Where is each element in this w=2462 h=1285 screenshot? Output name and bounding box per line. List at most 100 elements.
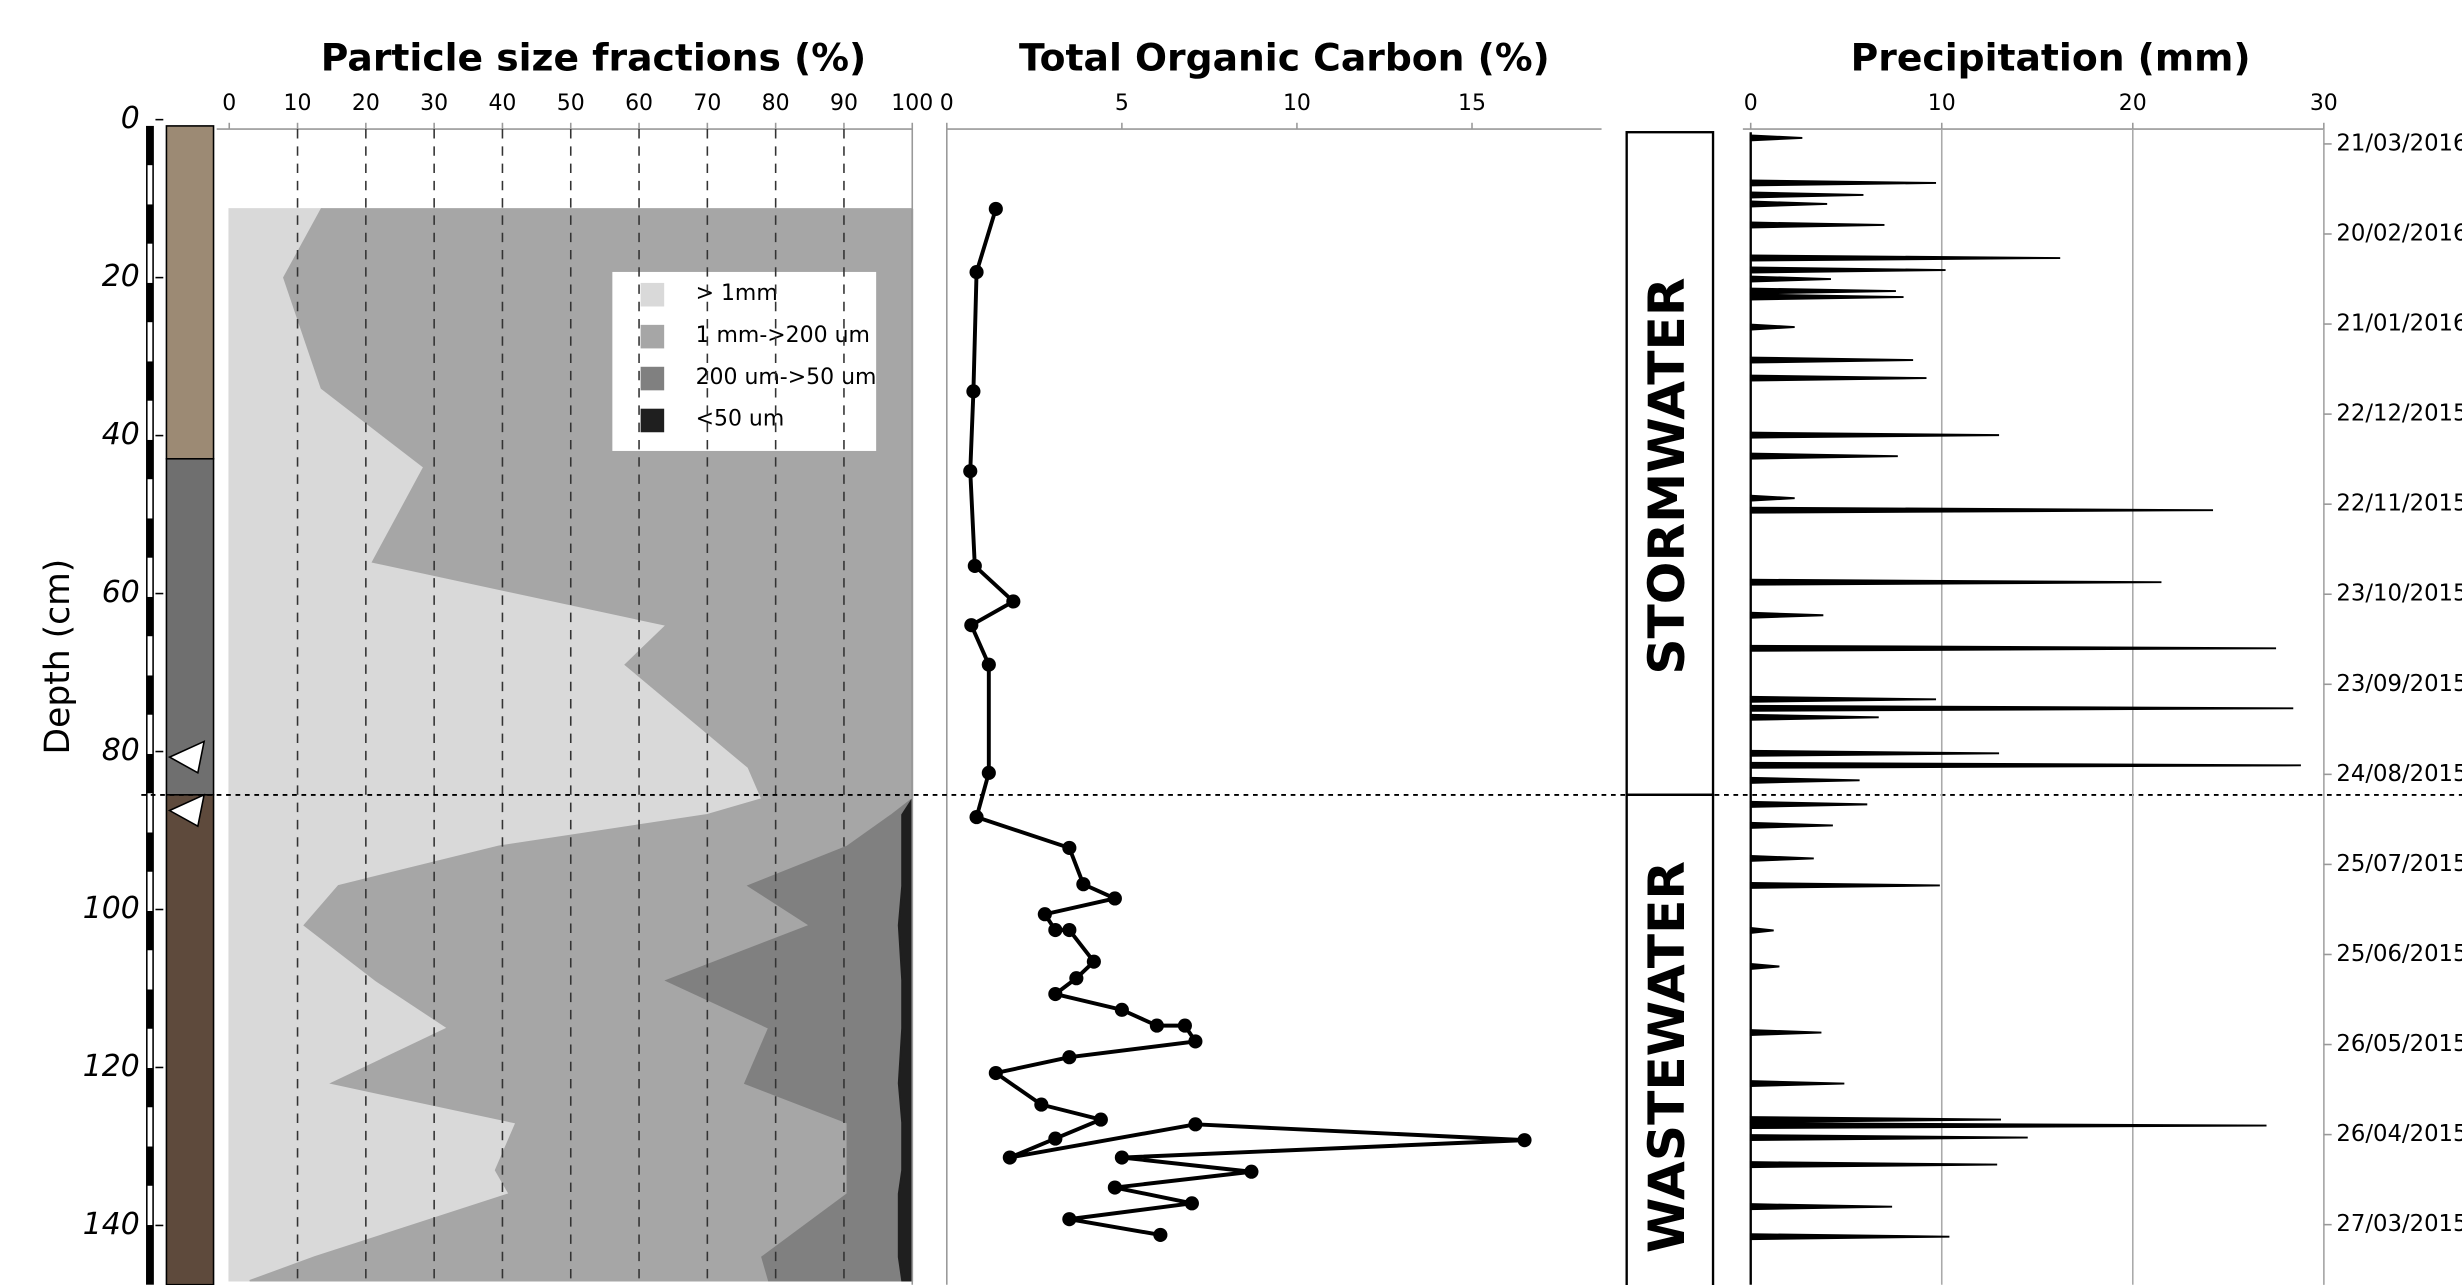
x-tick-label: 60 xyxy=(625,91,653,116)
y-tick-label: 22/12/2015 xyxy=(2336,401,2462,427)
x-tick-label: 20 xyxy=(352,91,380,116)
bar xyxy=(1749,293,1904,301)
y-tick-label: 100 xyxy=(83,891,140,926)
y-tick-label: 20 xyxy=(102,259,140,294)
marker xyxy=(1002,1150,1017,1165)
x-tick-label: 70 xyxy=(693,91,721,116)
legend-label: <50 um xyxy=(696,407,785,432)
marker xyxy=(1062,1050,1077,1065)
marker xyxy=(1149,1018,1164,1033)
marker xyxy=(1076,877,1091,892)
x-tick-label: 30 xyxy=(420,91,448,116)
bar xyxy=(1749,506,2214,514)
marker xyxy=(1069,971,1084,986)
bar xyxy=(1749,704,2294,712)
y-tick-label: 22/11/2015 xyxy=(2336,491,2462,517)
marker xyxy=(969,265,984,280)
x-tick-label: 80 xyxy=(762,91,790,116)
x-tick-label: 10 xyxy=(284,91,312,116)
y-tick-label: 0 xyxy=(121,101,140,136)
bar xyxy=(1749,881,1940,889)
bar xyxy=(1749,1122,2267,1130)
bar xyxy=(1749,254,2061,262)
x-tick-label: 0 xyxy=(222,91,236,116)
marker xyxy=(1153,1227,1168,1242)
marker xyxy=(1086,954,1101,969)
x-tick-label: 90 xyxy=(830,91,858,116)
legend-label: 200 um->50 um xyxy=(696,365,877,390)
y-tick-label: 25/06/2015 xyxy=(2336,941,2462,967)
marker xyxy=(1048,1131,1063,1146)
bar xyxy=(1749,431,2000,439)
marker xyxy=(1037,907,1052,922)
x-tick-label: 30 xyxy=(2310,91,2338,116)
y-tick-label: 27/03/2015 xyxy=(2336,1211,2462,1237)
marker xyxy=(981,657,996,672)
x-tick-label: 10 xyxy=(1283,91,1311,116)
bar xyxy=(1749,221,1885,229)
bar xyxy=(1749,179,1937,187)
marker xyxy=(966,384,981,399)
bar xyxy=(1749,962,1780,971)
marker xyxy=(1006,594,1021,609)
y-tick-label: 26/05/2015 xyxy=(2336,1031,2462,1057)
marker xyxy=(969,810,984,825)
y-tick-label: 80 xyxy=(102,733,140,768)
marker xyxy=(1114,1150,1129,1165)
bar xyxy=(1749,611,1824,619)
chart-title: Precipitation (mm) xyxy=(1851,35,2251,79)
core-log xyxy=(146,125,215,1285)
bar xyxy=(1749,854,1814,862)
bar xyxy=(1749,191,1864,199)
y-tick-label: 20/02/2016 xyxy=(2336,220,2462,246)
legend-label: 1 mm->200 um xyxy=(696,323,870,348)
x-tick-label: 100 xyxy=(891,91,933,116)
marker xyxy=(1107,891,1122,906)
y-tick-label: 140 xyxy=(83,1207,140,1242)
zone-label: WASTEWATER xyxy=(1637,861,1696,1253)
marker xyxy=(1048,922,1063,938)
bar xyxy=(1749,374,1927,382)
marker xyxy=(1107,1180,1122,1195)
marker xyxy=(1062,840,1077,855)
marker xyxy=(967,558,982,573)
bar xyxy=(1749,356,1914,364)
bar xyxy=(1749,275,1831,283)
bar xyxy=(1749,134,1803,142)
y-axis-label: Depth (cm) xyxy=(38,559,78,755)
bar xyxy=(1749,1029,1822,1037)
legend-label: > 1mm xyxy=(696,281,778,306)
legend-swatch xyxy=(640,408,665,433)
x-tick-label: 0 xyxy=(940,91,954,116)
x-tick-label: 20 xyxy=(2119,91,2147,116)
legend-swatch xyxy=(640,366,665,391)
x-tick-label: 40 xyxy=(488,91,516,116)
bar xyxy=(1749,800,1868,808)
marker xyxy=(1244,1164,1259,1179)
y-tick-label: 25/07/2015 xyxy=(2336,851,2462,877)
legend-swatch xyxy=(640,282,665,307)
bar xyxy=(1749,713,1879,721)
y-tick-label: 60 xyxy=(102,575,140,610)
bar xyxy=(1749,452,1898,460)
marker xyxy=(1062,1212,1077,1227)
bar xyxy=(1749,1233,1950,1241)
chart-title: Particle size fractions (%) xyxy=(321,35,866,79)
bar xyxy=(1749,1080,1845,1088)
bar xyxy=(1749,287,1896,295)
bar xyxy=(1749,1203,1893,1211)
marker xyxy=(1034,1097,1049,1112)
bar xyxy=(1749,644,2277,652)
bar xyxy=(1749,1134,2028,1142)
marker xyxy=(1093,1112,1108,1127)
chart-title: Total Organic Carbon (%) xyxy=(1019,35,1550,79)
line xyxy=(968,208,1525,1237)
bar xyxy=(1749,494,1795,502)
bar xyxy=(1749,578,2162,586)
marker xyxy=(988,201,1003,216)
zone-label: STORMWATER xyxy=(1637,277,1696,674)
y-tick-label: 23/09/2015 xyxy=(2336,671,2462,697)
x-tick-label: 50 xyxy=(557,91,585,116)
